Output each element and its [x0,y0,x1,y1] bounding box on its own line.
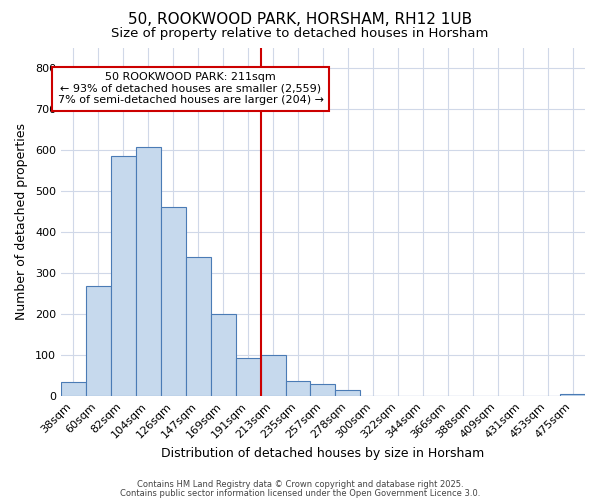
Bar [310,384,335,396]
Bar [211,314,236,396]
Bar [286,381,310,396]
Bar [111,156,136,396]
Text: 50, ROOKWOOD PARK, HORSHAM, RH12 1UB: 50, ROOKWOOD PARK, HORSHAM, RH12 1UB [128,12,472,28]
Bar [560,394,585,396]
Bar [161,208,186,396]
Text: Contains public sector information licensed under the Open Government Licence 3.: Contains public sector information licen… [120,488,480,498]
Bar [260,355,286,396]
Text: 50 ROOKWOOD PARK: 211sqm
← 93% of detached houses are smaller (2,559)
7% of semi: 50 ROOKWOOD PARK: 211sqm ← 93% of detach… [58,72,324,106]
Text: Contains HM Land Registry data © Crown copyright and database right 2025.: Contains HM Land Registry data © Crown c… [137,480,463,489]
Text: Size of property relative to detached houses in Horsham: Size of property relative to detached ho… [112,28,488,40]
Bar [86,286,111,396]
Bar [136,147,161,396]
Bar [186,256,211,396]
Bar [335,390,361,396]
X-axis label: Distribution of detached houses by size in Horsham: Distribution of detached houses by size … [161,447,485,460]
Bar [236,358,260,396]
Y-axis label: Number of detached properties: Number of detached properties [15,124,28,320]
Bar [61,382,86,396]
